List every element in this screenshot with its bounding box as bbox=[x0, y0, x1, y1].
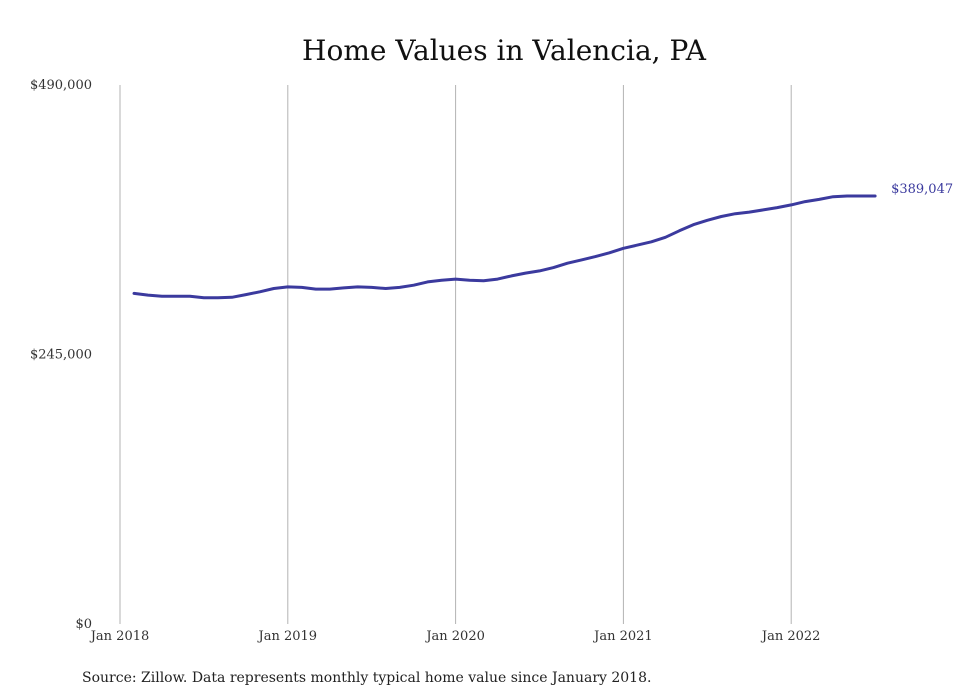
x-tick-label: Jan 2021 bbox=[592, 629, 653, 644]
x-tick-label: Jan 2020 bbox=[424, 629, 485, 644]
y-tick-label: $490,000 bbox=[30, 78, 92, 93]
x-axis-ticks: Jan 2018 Jan 2019 Jan 2020 Jan 2021 Jan 2022 bbox=[89, 629, 821, 644]
x-tick-label: Jan 2019 bbox=[257, 629, 318, 644]
x-tick-label: Jan 2022 bbox=[760, 629, 821, 644]
end-value-label: $389,047 bbox=[891, 182, 953, 197]
chart-title: Home Values in Valencia, PA bbox=[302, 34, 707, 67]
y-tick-label: $0 bbox=[75, 617, 92, 632]
y-tick-label: $245,000 bbox=[30, 348, 92, 363]
source-note: Source: Zillow. Data represents monthly … bbox=[82, 670, 651, 686]
y-axis-ticks: $0 $245,000 $490,000 bbox=[30, 78, 92, 632]
x-tick-label: Jan 2018 bbox=[89, 629, 150, 644]
grid-lines bbox=[119, 85, 792, 624]
series-line bbox=[132, 194, 877, 300]
